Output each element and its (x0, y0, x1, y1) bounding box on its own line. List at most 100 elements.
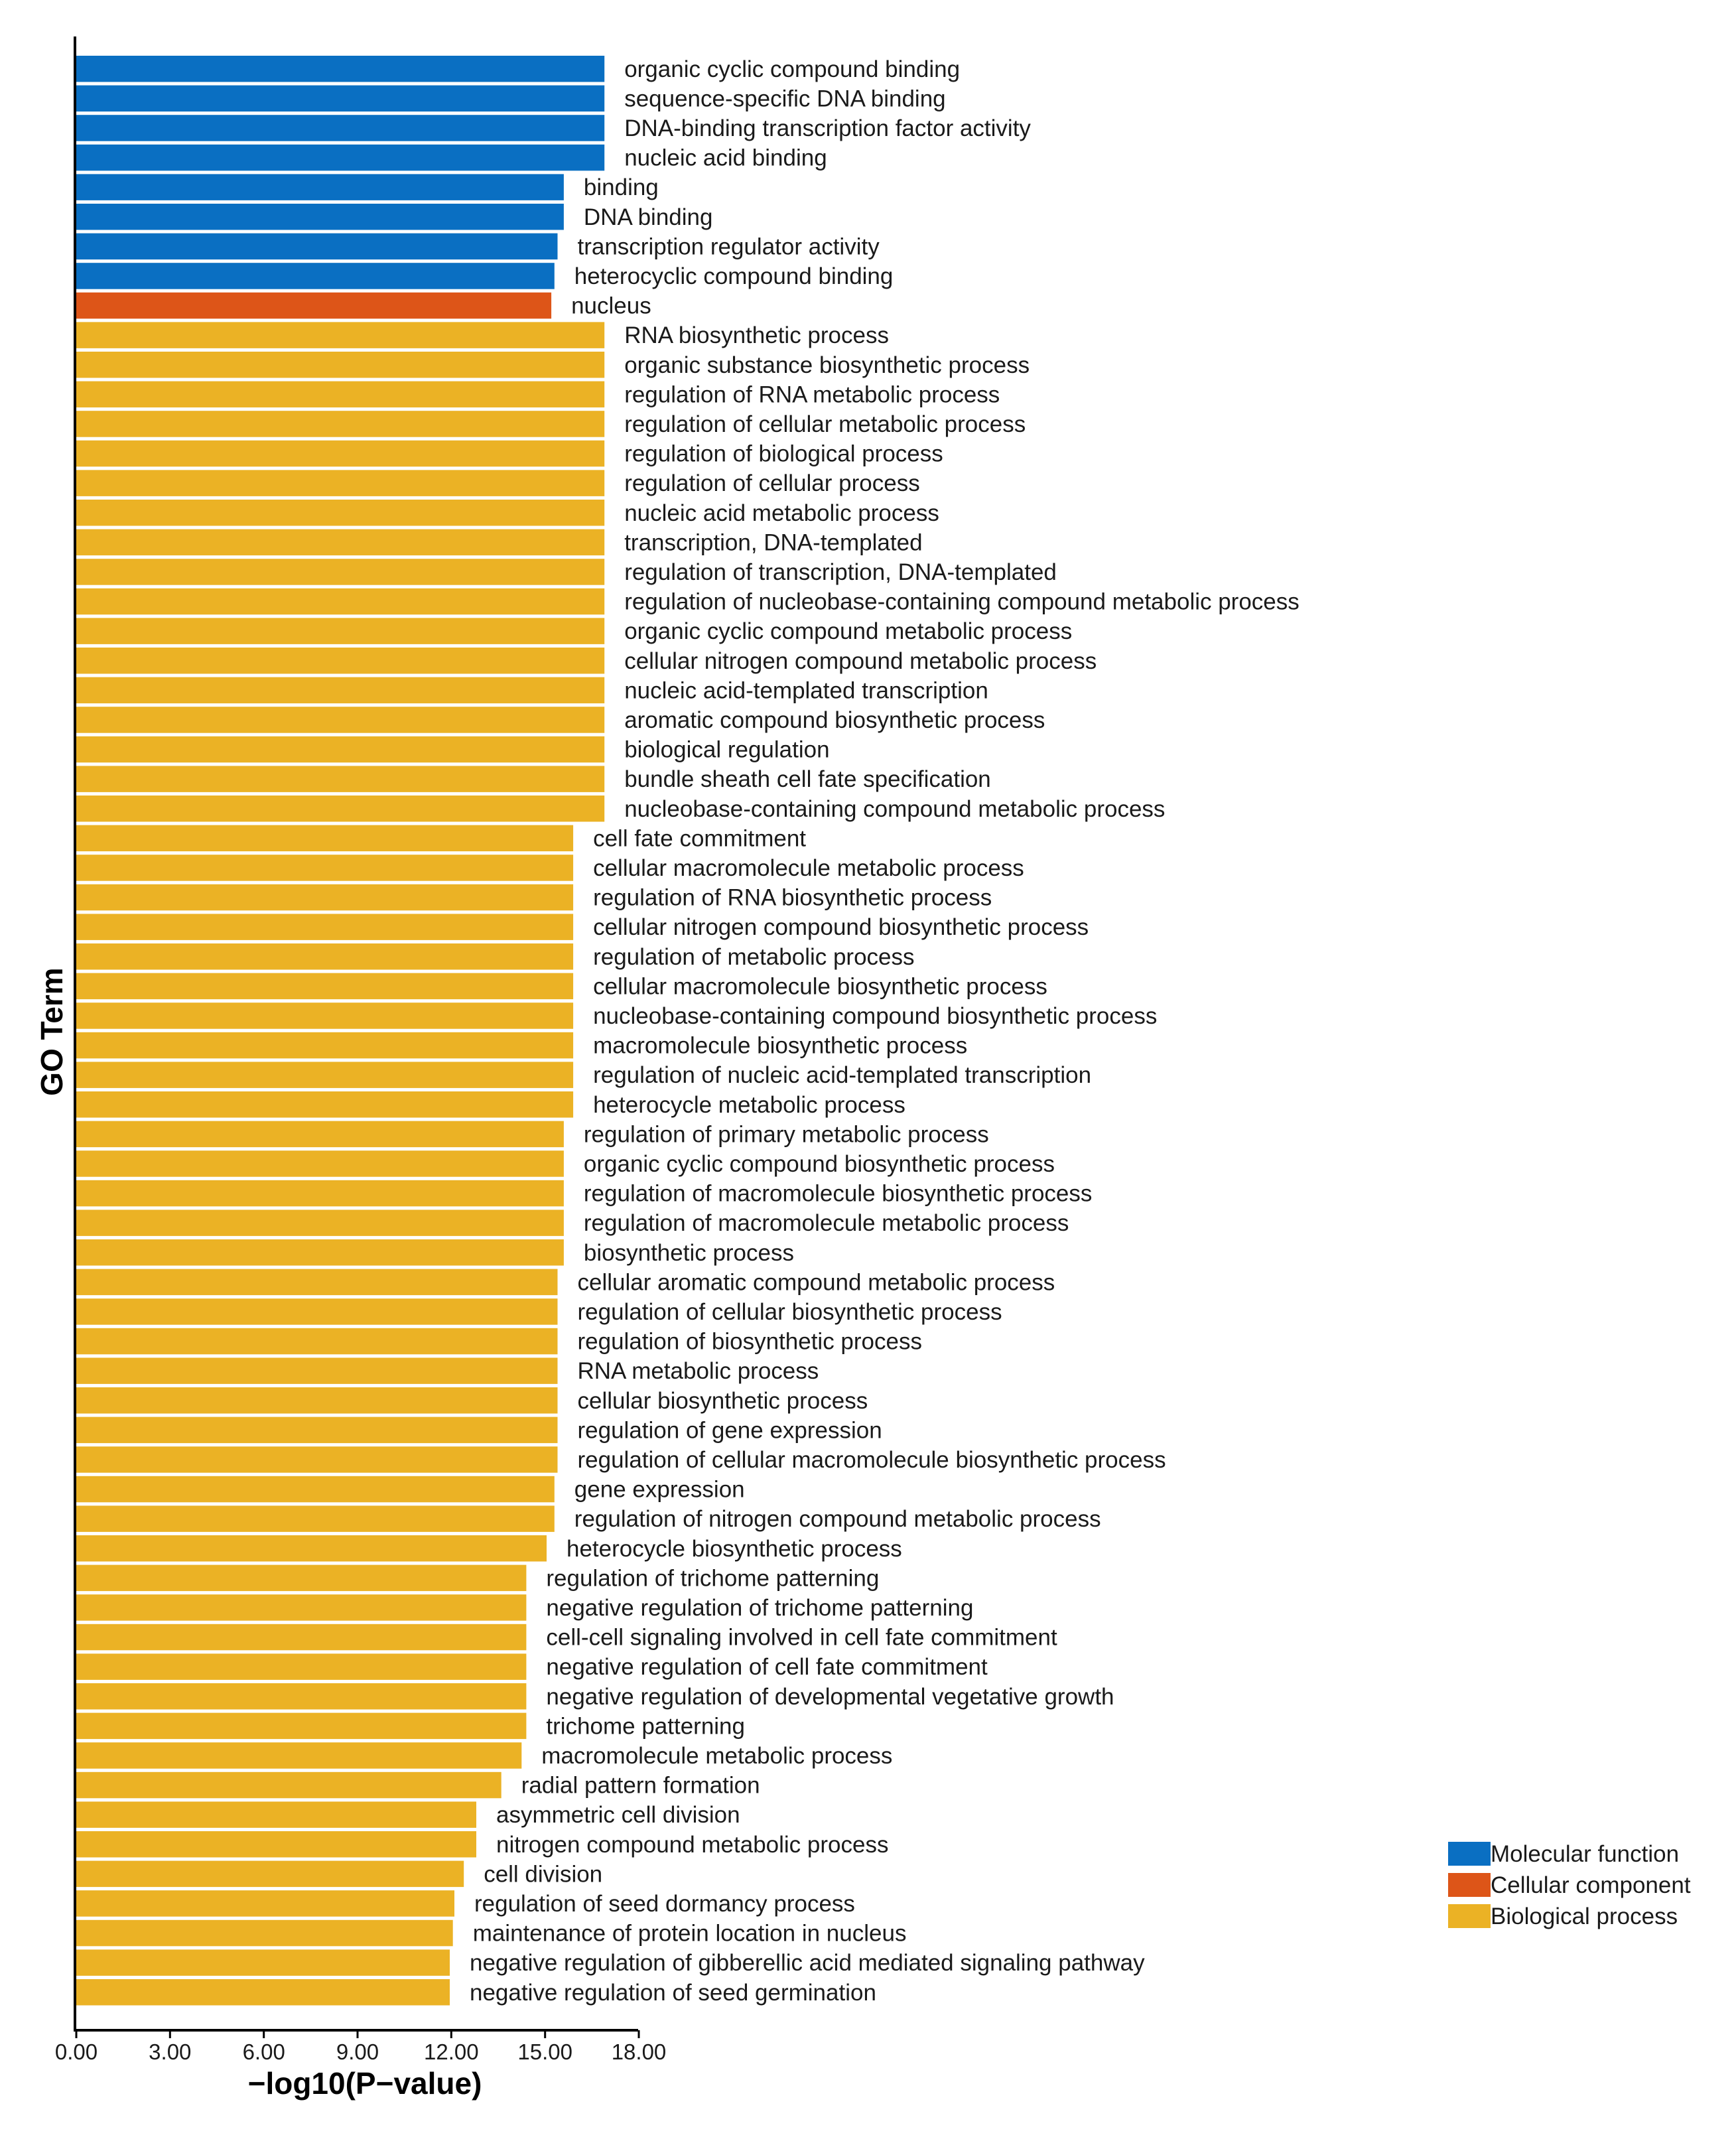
bar (76, 529, 605, 556)
x-tick-label: 0.00 (55, 2040, 98, 2064)
bar-label: cell division (484, 1861, 602, 1887)
bar-label: regulation of RNA biosynthetic process (593, 885, 992, 911)
bar-label: binding (584, 174, 659, 200)
bar (76, 1742, 522, 1769)
bar (76, 1387, 558, 1414)
bar-label: organic cyclic compound binding (624, 56, 960, 82)
bar-label: biosynthetic process (584, 1240, 794, 1266)
bar-label: cellular macromolecule metabolic process (593, 855, 1024, 881)
bar-label: nucleic acid-templated transcription (624, 677, 988, 703)
legend-swatch (1448, 1904, 1491, 1928)
bar-label: regulation of nucleic acid-templated tra… (593, 1062, 1091, 1088)
bar-label: heterocycle biosynthetic process (567, 1536, 902, 1562)
bar (76, 1801, 476, 1828)
bar (76, 500, 605, 526)
bar-label: cellular macromolecule biosynthetic proc… (593, 973, 1047, 999)
bar-label: regulation of gene expression (578, 1417, 882, 1443)
bar (76, 588, 605, 615)
x-tick-label: 12.00 (424, 2040, 479, 2064)
x-axis-title: −log10(P−value) (248, 2066, 482, 2101)
bar-label: nucleobase-containing compound biosynthe… (593, 1003, 1157, 1029)
bar (76, 1683, 527, 1710)
bar-label: nucleobase-containing compound metabolic… (624, 796, 1165, 822)
bar-label: RNA metabolic process (578, 1358, 819, 1384)
bar (76, 85, 605, 112)
bar (76, 1269, 558, 1296)
bar (76, 943, 574, 970)
bar-labels-layer: organic cyclic compound binding sequence-… (470, 56, 1300, 2006)
bar (76, 1003, 574, 1029)
bar (76, 440, 605, 467)
bar (76, 825, 574, 852)
bar (76, 648, 605, 674)
bar (76, 1446, 558, 1473)
bar (76, 115, 605, 141)
bar-label: asymmetric cell division (496, 1802, 740, 1828)
bar (76, 736, 605, 763)
x-tick-label: 6.00 (243, 2040, 285, 2064)
bar-label: biological regulation (624, 737, 829, 763)
bar-label: macromolecule metabolic process (541, 1743, 892, 1769)
bar-label: regulation of cellular macromolecule bio… (578, 1447, 1166, 1473)
bar (76, 1298, 558, 1325)
legend: Molecular function Cellular component Biol… (1448, 1841, 1691, 1929)
bar-label: heterocyclic compound binding (574, 263, 894, 289)
bar-label: DNA binding (584, 204, 713, 230)
bar-label: regulation of metabolic process (593, 944, 914, 970)
legend-label: Cellular component (1491, 1872, 1691, 1898)
bar-label: regulation of transcription, DNA-templat… (624, 559, 1057, 585)
bar (76, 1062, 574, 1088)
bars-layer (76, 56, 605, 2006)
bar (76, 322, 605, 348)
bar (76, 1979, 450, 2006)
bar (76, 174, 564, 200)
bar (76, 1594, 527, 1621)
bar-label: organic cyclic compound biosynthetic pro… (584, 1151, 1055, 1177)
bar-label: regulation of cellular process (624, 470, 920, 496)
bar (76, 470, 605, 496)
bar-label: RNA biosynthetic process (624, 322, 889, 348)
bar-label: negative regulation of seed germination (470, 1980, 876, 2006)
y-axis-title: GO Term (34, 967, 69, 1095)
bar-label: sequence-specific DNA binding (624, 86, 945, 111)
bar (76, 1624, 527, 1651)
bar (76, 1210, 564, 1236)
bar-label: cell fate commitment (593, 825, 806, 851)
bar (76, 1476, 555, 1503)
bar (76, 796, 605, 822)
bar (76, 1150, 564, 1177)
x-tick-label: 9.00 (336, 2040, 379, 2064)
bar-label: regulation of biosynthetic process (578, 1329, 922, 1355)
bar (76, 1505, 555, 1532)
bar-label: cellular nitrogen compound biosynthetic … (593, 914, 1089, 940)
bar (76, 1032, 574, 1059)
bar-label: regulation of primary metabolic process (584, 1121, 989, 1147)
bar (76, 1121, 564, 1148)
bar-label: aromatic compound biosynthetic process (624, 707, 1045, 733)
bar-label: bundle sheath cell fate specification (624, 766, 991, 792)
bar (76, 707, 605, 733)
bar-label: negative regulation of cell fate commitm… (546, 1654, 988, 1680)
bar-label: regulation of cellular biosynthetic proc… (578, 1299, 1002, 1325)
bar-label: cellular aromatic compound metabolic pro… (578, 1269, 1055, 1295)
bar-label: negative regulation of gibberellic acid … (470, 1950, 1145, 1976)
bar (76, 1091, 574, 1118)
bar (76, 559, 605, 585)
bar-label: maintenance of protein location in nucle… (473, 1921, 907, 1947)
bar-label: regulation of nitrogen compound metaboli… (574, 1506, 1101, 1532)
bar (76, 973, 574, 1000)
legend-label: Molecular function (1491, 1841, 1679, 1867)
bar (76, 1417, 558, 1444)
x-ticks-layer: 0.00 3.00 6.00 9.00 12.00 15.00 18.00 (55, 2030, 666, 2064)
bar (76, 233, 558, 260)
bar (76, 855, 574, 881)
bar-label: cell-cell signaling involved in cell fat… (546, 1625, 1057, 1651)
x-tick-label: 18.00 (612, 2040, 667, 2064)
x-tick-label: 15.00 (517, 2040, 572, 2064)
bar (76, 1239, 564, 1266)
bar (76, 884, 574, 911)
bar (76, 352, 605, 378)
bar (76, 1653, 527, 1680)
bar-label: heterocycle metabolic process (593, 1092, 905, 1118)
